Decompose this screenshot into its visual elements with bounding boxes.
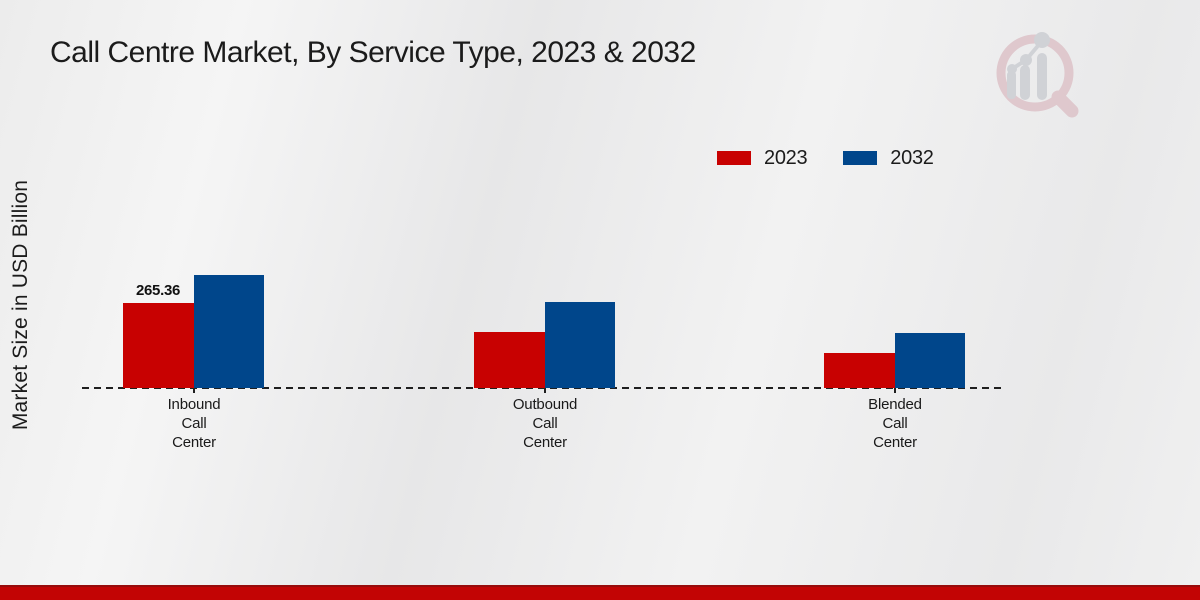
logo-bar-3: [1037, 53, 1047, 100]
x-axis-tick: [544, 388, 546, 393]
bar-2023-outbound-call-center: [474, 332, 545, 388]
logo-dot-1: [1007, 64, 1017, 74]
magnifier-growth-chart-logo-icon: [996, 32, 1079, 118]
x-axis-tick: [894, 388, 896, 393]
legend-item-2032: 2032: [843, 146, 934, 170]
x-axis-tick: [193, 388, 195, 393]
logo-bar-2: [1020, 65, 1030, 100]
legend-swatch-2023: [717, 151, 751, 165]
logo-dot-3: [1034, 32, 1050, 48]
logo-dot-2: [1020, 54, 1032, 66]
legend-label-2023: 2023: [764, 146, 808, 169]
bar-2032-inbound-call-center: [194, 275, 264, 388]
legend-item-2023: 2023: [717, 146, 808, 170]
bar-value-label: 265.36: [135, 282, 181, 299]
category-label-blended-call-center: Blended Call Center: [868, 396, 922, 451]
category-label-outbound-call-center: Outbound Call Center: [512, 396, 578, 451]
legend-swatch-2032: [843, 151, 878, 165]
logo-bar-1: [1007, 71, 1016, 99]
category-label-inbound-call-center: Inbound Call Center: [167, 396, 221, 451]
legend-label-2032: 2032: [890, 146, 934, 169]
bar-2032-outbound-call-center: [545, 302, 615, 388]
bar-2023-inbound-call-center: [123, 303, 194, 388]
bar-2032-blended-call-center: [895, 333, 965, 388]
x-axis-baseline: [82, 387, 1005, 389]
footer-accent-bar: [0, 585, 1200, 600]
legend: 2023 2032: [717, 146, 934, 170]
bar-2023-blended-call-center: [824, 353, 895, 388]
magnifier-handle: [1051, 90, 1079, 118]
chart-title: Call Centre Market, By Service Type, 202…: [50, 36, 696, 69]
